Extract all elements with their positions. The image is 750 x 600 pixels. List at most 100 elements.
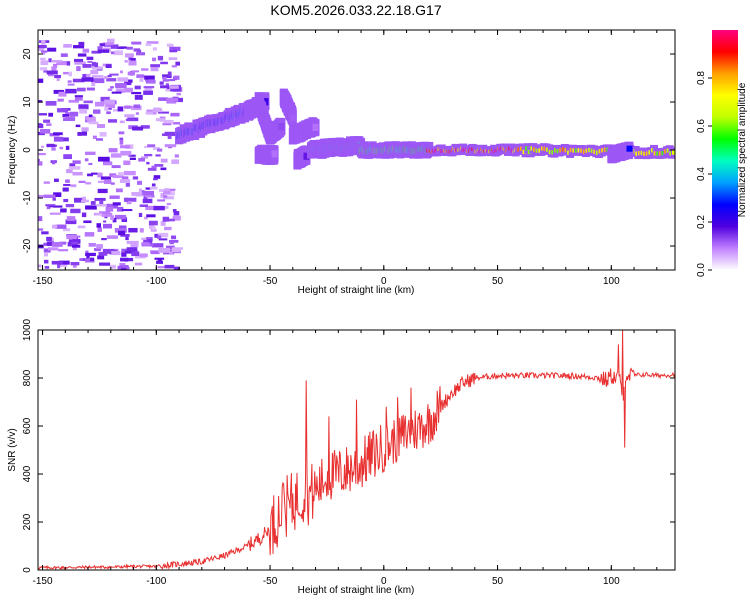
noise-blob [103,220,107,223]
noise-blob [145,111,153,115]
noise-blob [130,58,136,63]
noise-blob [150,250,160,255]
noise-blob [65,145,70,150]
noise-blob [38,113,47,116]
noise-blob [114,50,124,56]
noise-blob [146,41,159,44]
noise-blob [152,57,157,62]
noise-blob [167,71,172,77]
noise-blob [74,238,81,244]
noise-blob [51,224,58,229]
noise-blob [160,167,167,171]
noise-blob [92,66,103,70]
y-tick-label: 0 [22,147,33,153]
noise-blob [67,80,72,83]
noise-blob [51,242,63,247]
noise-blob [68,71,72,77]
noise-blob [121,252,127,257]
noise-blob [63,198,69,203]
noise-blob [90,201,96,205]
noise-blob [163,119,174,124]
noise-blob [77,87,86,92]
noise-blob [124,266,130,270]
noise-blob [154,233,159,238]
noise-blob [166,97,179,102]
noise-blob [141,237,147,240]
noise-blob [104,215,108,219]
noise-blob [153,146,160,151]
noise-blob [102,223,113,229]
noise-blob [117,77,129,82]
noise-blob [134,85,141,90]
noise-blob [122,176,129,181]
noise-blob [51,66,57,71]
noise-blob [158,232,169,238]
noise-blob [85,252,96,257]
noise-blob [144,194,152,198]
noise-blob [52,197,56,201]
noise-blob [107,38,115,43]
noise-blob [136,49,142,53]
spectrogram-xlabel: Height of straight line (km) [298,285,415,296]
noise-blob [138,158,145,162]
noise-blob [62,187,69,192]
noise-blob [101,212,113,217]
y-tick-label: 200 [22,513,33,530]
noise-blob [43,194,56,199]
noise-blob [110,44,119,49]
noise-blob [95,138,103,141]
noise-blob [106,111,111,115]
noise-blob [162,79,170,82]
spectrogram-image [38,38,675,270]
noise-blob [51,260,64,265]
noise-blob [63,228,71,232]
noise-blob [86,117,96,122]
noise-blob [104,106,109,111]
noise-blob [82,64,92,68]
noise-blob [77,53,87,57]
noise-blob [51,60,63,63]
noise-blob [151,183,156,187]
noise-blob [160,85,170,89]
noise-blob [136,74,145,78]
noise-blob [140,125,150,129]
noise-blob [129,157,136,160]
snr-xlabel: Height of straight line (km) [298,585,415,596]
noise-blob [149,224,155,229]
noise-blob [167,135,172,140]
trace-core [312,123,319,132]
noise-blob [110,86,114,89]
noise-blob [43,248,51,253]
noise-blob [146,214,156,218]
noise-blob [40,57,46,60]
noise-blob [53,192,62,197]
noise-blob [47,47,57,52]
noise-blob [176,92,182,96]
noise-blob [92,135,97,139]
noise-blob [78,104,89,110]
noise-blob [123,170,136,176]
noise-blob [84,151,96,155]
noise-blob [38,46,45,52]
noise-blob [160,61,168,65]
y-tick-label: 600 [22,417,33,434]
noise-blob [127,71,136,76]
noise-blob [126,240,139,245]
noise-blob [70,208,81,214]
noise-blob [88,121,99,125]
noise-blob [87,173,93,177]
noise-blob [117,172,124,176]
noise-blob [66,235,77,240]
noise-blob [154,164,164,167]
noise-blob [97,255,105,260]
noise-blob [151,243,164,248]
noise-blob [119,46,127,49]
noise-blob [39,129,51,134]
noise-blob [128,56,133,61]
noise-blob [48,58,52,63]
noise-blob [162,196,174,200]
noise-blob [81,127,89,132]
noise-blob [88,114,93,118]
